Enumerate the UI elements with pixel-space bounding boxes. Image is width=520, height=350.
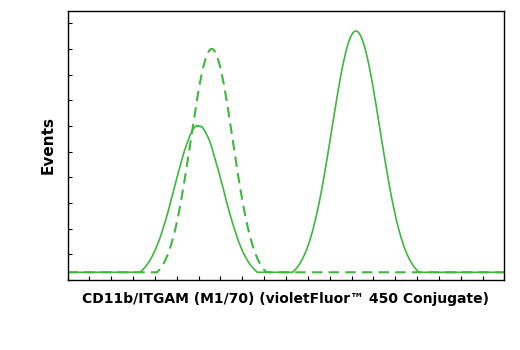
X-axis label: CD11b/ITGAM (M1/70) (violetFluor™ 450 Conjugate): CD11b/ITGAM (M1/70) (violetFluor™ 450 Co… [83,292,489,306]
Y-axis label: Events: Events [41,116,56,174]
